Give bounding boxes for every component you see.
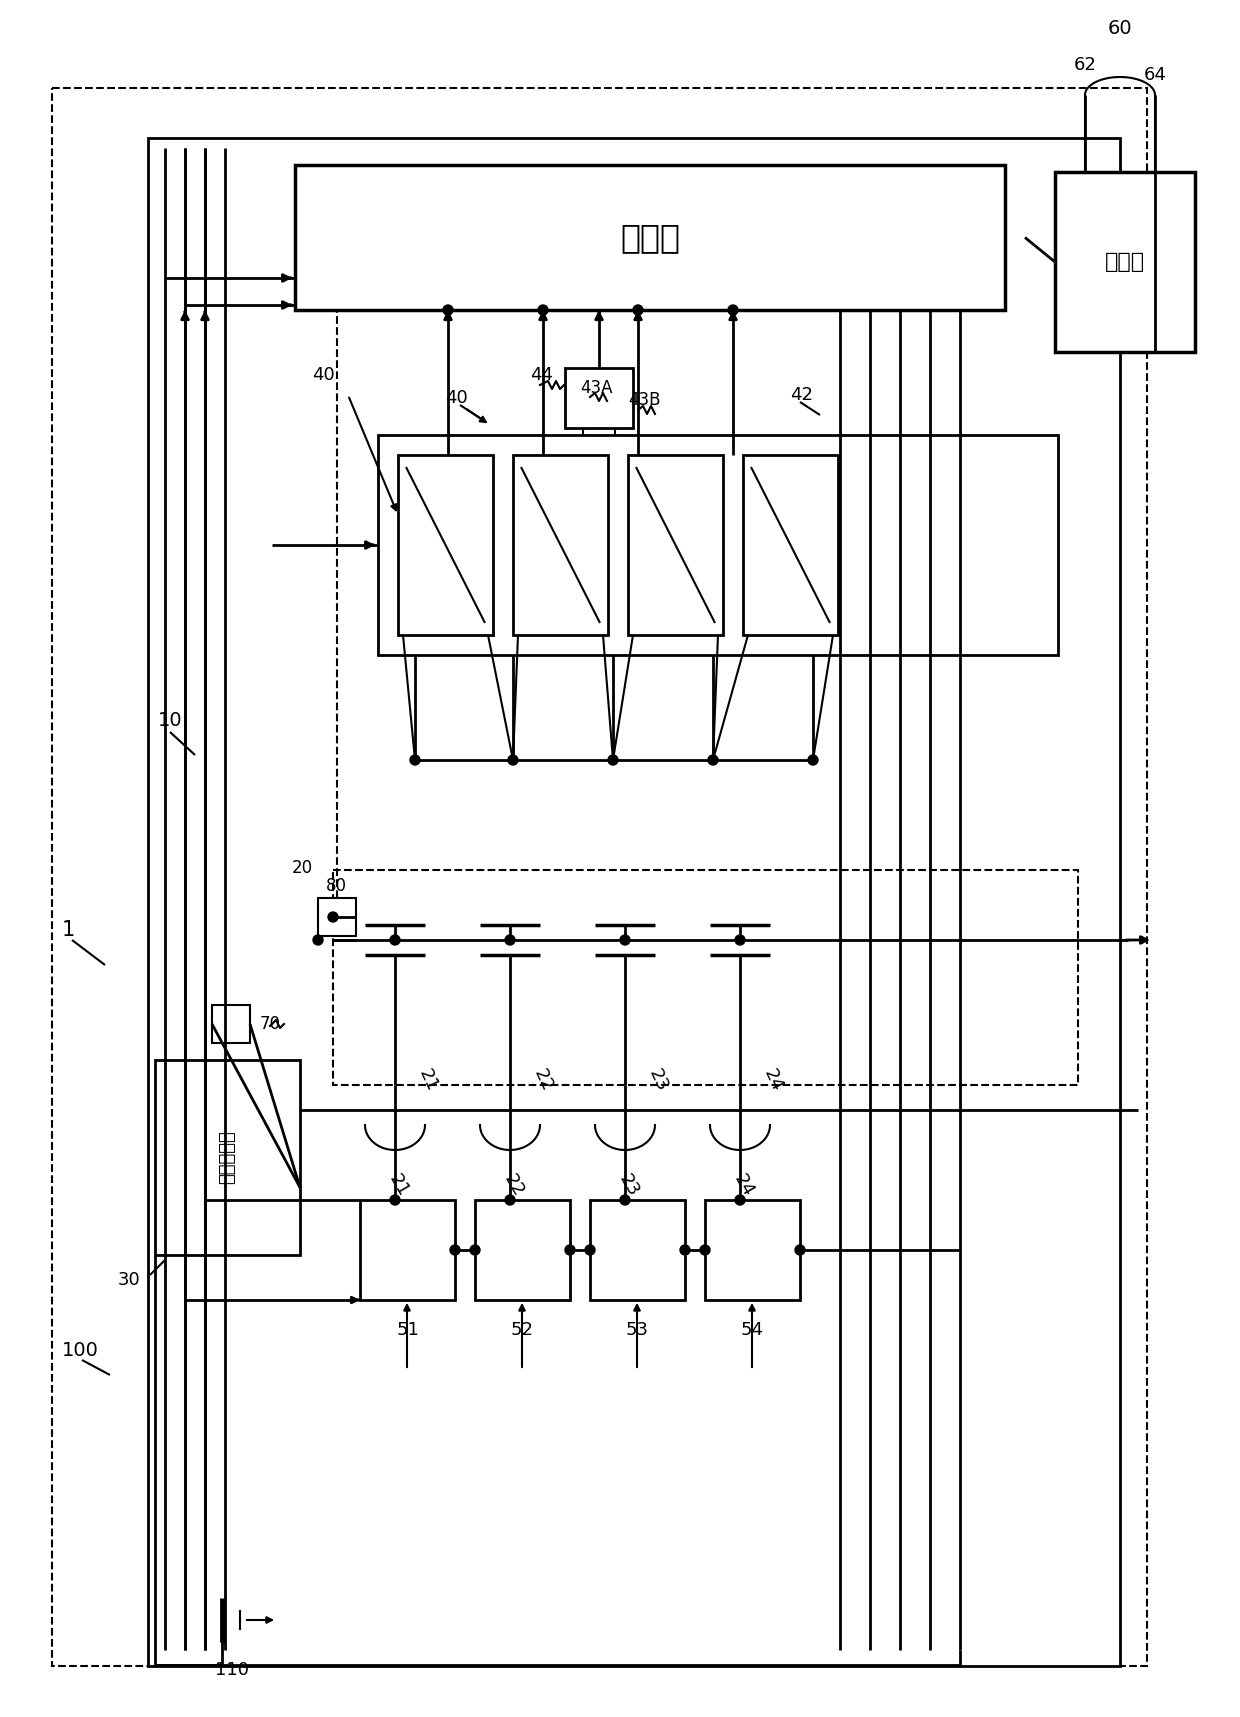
Circle shape	[391, 936, 401, 944]
Text: 53: 53	[626, 1320, 649, 1339]
Text: 22: 22	[529, 1066, 556, 1094]
Circle shape	[391, 1195, 401, 1205]
Bar	[565, 367, 632, 428]
Bar	[295, 165, 1004, 311]
Circle shape	[701, 1245, 711, 1255]
Circle shape	[470, 1245, 480, 1255]
Text: 62: 62	[1074, 57, 1096, 74]
Text: 80: 80	[326, 877, 347, 895]
Circle shape	[450, 1245, 460, 1255]
Text: 充放电电路: 充放电电路	[218, 1130, 237, 1185]
Circle shape	[708, 755, 718, 766]
Text: 64: 64	[1143, 65, 1167, 84]
Text: 44: 44	[529, 366, 553, 385]
Text: 1: 1	[62, 920, 76, 939]
Text: 43A: 43A	[580, 379, 613, 397]
Text: 60: 60	[1107, 19, 1132, 38]
Bar	[398, 455, 494, 635]
Text: 23: 23	[645, 1066, 671, 1094]
Text: 22: 22	[500, 1171, 527, 1200]
Circle shape	[735, 936, 745, 944]
Circle shape	[620, 936, 630, 944]
Bar	[590, 1200, 684, 1300]
Text: 40: 40	[445, 390, 467, 407]
Circle shape	[505, 936, 515, 944]
Bar	[513, 455, 608, 635]
Text: 40: 40	[311, 366, 335, 385]
Text: 42: 42	[790, 386, 813, 403]
Bar	[148, 137, 1120, 1665]
Text: 70: 70	[260, 1015, 281, 1034]
Text: 20: 20	[291, 858, 312, 877]
Circle shape	[329, 912, 339, 922]
Text: 10: 10	[157, 711, 182, 730]
Circle shape	[808, 755, 818, 766]
Bar	[706, 1200, 800, 1300]
Text: 100: 100	[62, 1341, 99, 1360]
Bar	[475, 1200, 570, 1300]
Circle shape	[620, 1195, 630, 1205]
Text: 54: 54	[742, 1320, 764, 1339]
Text: 控制部: 控制部	[620, 221, 680, 254]
Text: 24: 24	[730, 1171, 758, 1200]
Circle shape	[585, 1245, 595, 1255]
Bar	[317, 898, 356, 936]
Text: 23: 23	[615, 1171, 642, 1200]
Text: 52: 52	[511, 1320, 534, 1339]
Text: 30: 30	[118, 1271, 140, 1289]
Text: 21: 21	[415, 1066, 441, 1094]
Circle shape	[538, 306, 548, 314]
Bar	[1055, 172, 1195, 352]
Circle shape	[735, 1195, 745, 1205]
Circle shape	[795, 1245, 805, 1255]
Bar	[627, 455, 723, 635]
Bar	[378, 434, 1058, 654]
Circle shape	[312, 936, 322, 944]
Bar	[360, 1200, 455, 1300]
Circle shape	[608, 755, 618, 766]
Circle shape	[410, 755, 420, 766]
Bar	[334, 871, 1078, 1085]
Text: 24: 24	[760, 1066, 786, 1094]
Bar	[212, 1004, 250, 1042]
Text: 51: 51	[396, 1320, 419, 1339]
Bar	[52, 88, 1147, 1665]
Circle shape	[508, 755, 518, 766]
Circle shape	[565, 1245, 575, 1255]
Text: 设定部: 设定部	[1105, 252, 1145, 271]
Text: 43B: 43B	[627, 391, 661, 409]
Text: 21: 21	[384, 1171, 412, 1200]
Circle shape	[443, 306, 453, 314]
Circle shape	[632, 306, 644, 314]
Bar	[743, 455, 838, 635]
Circle shape	[680, 1245, 689, 1255]
Text: 110: 110	[215, 1660, 249, 1679]
Circle shape	[728, 306, 738, 314]
Circle shape	[505, 1195, 515, 1205]
Bar	[155, 1059, 300, 1255]
